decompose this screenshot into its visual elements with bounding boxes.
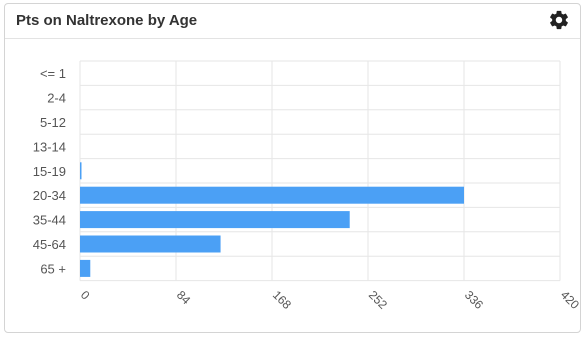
category-label-7: 45-64 <box>33 237 66 252</box>
x-tick-label-0: 0 <box>78 288 93 303</box>
panel-title: Pts on Naltrexone by Age <box>16 12 198 29</box>
bar-8 <box>80 259 91 277</box>
chart-area: <= 1 2-4 5-12 13-14 15-19 20-34 35-44 45-64 65 +… <box>5 39 582 333</box>
gear-icon[interactable] <box>548 9 570 31</box>
chart-panel: Pts on Naltrexone by Age <= 1 2-4 5-12 13-1… <box>4 3 582 333</box>
bar-6 <box>80 211 350 229</box>
panel-header: Pts on Naltrexone by Age <box>5 4 580 39</box>
category-label-4: 15-19 <box>33 164 66 179</box>
category-label-8: 65 + <box>40 261 66 276</box>
category-label-2: 5-12 <box>40 115 66 130</box>
x-tick-label-1: 84 <box>174 288 194 308</box>
bar-4 <box>80 162 82 180</box>
category-label-0: <= 1 <box>40 66 66 81</box>
x-tick-label-4: 336 <box>462 288 486 312</box>
x-tick-label-3: 252 <box>366 288 390 312</box>
x-tick-label-2: 168 <box>270 288 294 312</box>
x-tick-label-5: 420 <box>558 288 582 312</box>
category-label-6: 35-44 <box>33 213 66 228</box>
category-label-3: 13-14 <box>33 139 66 154</box>
category-label-1: 2-4 <box>47 91 66 106</box>
category-label-5: 20-34 <box>33 188 66 203</box>
bar-chart: <= 1 2-4 5-12 13-14 15-19 20-34 35-44 45-64 65 +… <box>33 60 582 312</box>
bar-7 <box>80 235 221 253</box>
bar-5 <box>80 186 464 204</box>
